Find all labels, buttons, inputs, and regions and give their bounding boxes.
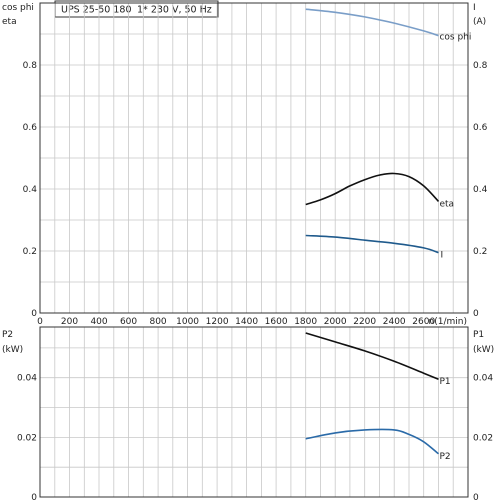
bottom-left-axis-label: P2: [2, 330, 13, 340]
y-tick-label: 0.4: [23, 185, 38, 195]
top-right-axis-label: I: [473, 3, 476, 13]
y-tick-label: 0.2: [23, 247, 37, 257]
series-label-cos-phi: cos phi: [439, 33, 471, 43]
series-label-i: I: [440, 251, 443, 261]
header: UPS 25-50 180 1* 230 V, 50 Hz: [54, 0, 219, 18]
y-tick-label: 0.04: [17, 374, 37, 384]
y-tick-label: 0.6: [473, 123, 488, 133]
x-tick-label: 1000: [176, 317, 199, 327]
x-tick-label: 2200: [353, 317, 376, 327]
y-tick-label: 0.8: [473, 61, 488, 71]
x-axis-label: n(1/min): [429, 317, 467, 327]
series-label-p2: P2: [439, 452, 450, 462]
curves-layer: cos phi eta I P1 P2: [305, 8, 471, 462]
bottom-right-axis-label: P1: [473, 330, 484, 340]
bottom-plot-frame: [39, 326, 469, 498]
series-line-eta: [305, 172, 440, 206]
y-tick-label: 0.4: [473, 185, 488, 195]
y-tick-label: 0: [31, 493, 37, 500]
series-label-eta: eta: [439, 199, 454, 209]
y-tick-label: 0.2: [473, 247, 487, 257]
x-tick-label: 1200: [206, 317, 229, 327]
x-tick-label: 800: [149, 317, 166, 327]
header-supply: 1* 230 V, 50 Hz: [137, 5, 212, 16]
x-tick-label: 200: [61, 317, 78, 327]
x-tick-label: 600: [120, 317, 137, 327]
x-tick-label: 1600: [265, 317, 288, 327]
y-tick-label: 0: [31, 309, 37, 319]
x-tick-label: 400: [90, 317, 107, 327]
top-right-axis-label: (A): [473, 17, 486, 27]
series-line-p1: [305, 332, 439, 380]
series-line-i: [305, 234, 439, 254]
bottom-right-axis-label: (kW): [473, 345, 494, 355]
x-tick-label: 2000: [324, 317, 347, 327]
y-tick-label: 0.6: [23, 123, 38, 133]
x-tick-label: 2400: [383, 317, 406, 327]
y-tick-label: 0.8: [23, 61, 38, 71]
y-tick-label: 0.02: [473, 433, 493, 443]
grid-layer: [40, 3, 468, 497]
x-tick-label: 2600: [412, 317, 435, 327]
x-tick-label: 1400: [235, 317, 258, 327]
y-tick-label: 0.02: [17, 433, 37, 443]
x-tick-label: 0: [37, 317, 43, 327]
y-tick-label: 0: [473, 493, 479, 500]
y-tick-label: 0: [473, 309, 479, 319]
series-line-cos-phi: [305, 8, 439, 37]
top-plot-frame: [39, 2, 469, 314]
top-left-axis-label: eta: [2, 17, 17, 27]
bottom-left-axis-label: (kW): [2, 345, 23, 355]
header-model: UPS 25-50 180: [61, 5, 132, 16]
top-left-axis-label: cos phi: [2, 3, 34, 13]
series-label-p1: P1: [439, 377, 450, 387]
y-tick-label: 0.04: [473, 374, 493, 384]
x-tick-label: 1800: [294, 317, 317, 327]
series-line-p2: [305, 428, 440, 455]
